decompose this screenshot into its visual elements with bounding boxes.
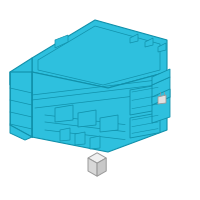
Polygon shape	[130, 113, 160, 138]
Polygon shape	[88, 158, 97, 176]
Polygon shape	[152, 97, 170, 123]
Polygon shape	[78, 110, 96, 127]
Polygon shape	[158, 95, 166, 104]
Polygon shape	[152, 69, 170, 85]
Polygon shape	[32, 20, 167, 88]
Polygon shape	[55, 35, 68, 48]
Polygon shape	[130, 34, 138, 43]
Polygon shape	[10, 58, 32, 85]
Polygon shape	[10, 125, 32, 140]
Polygon shape	[97, 158, 106, 176]
Polygon shape	[75, 132, 85, 145]
Polygon shape	[60, 128, 70, 141]
Polygon shape	[145, 38, 153, 47]
Polygon shape	[158, 43, 166, 52]
Polygon shape	[88, 153, 106, 163]
Polygon shape	[152, 89, 170, 105]
Polygon shape	[55, 105, 73, 122]
Polygon shape	[90, 136, 100, 149]
Polygon shape	[32, 72, 167, 152]
Polygon shape	[10, 72, 32, 137]
Polygon shape	[100, 115, 118, 132]
Polygon shape	[152, 77, 170, 103]
Polygon shape	[130, 85, 160, 115]
